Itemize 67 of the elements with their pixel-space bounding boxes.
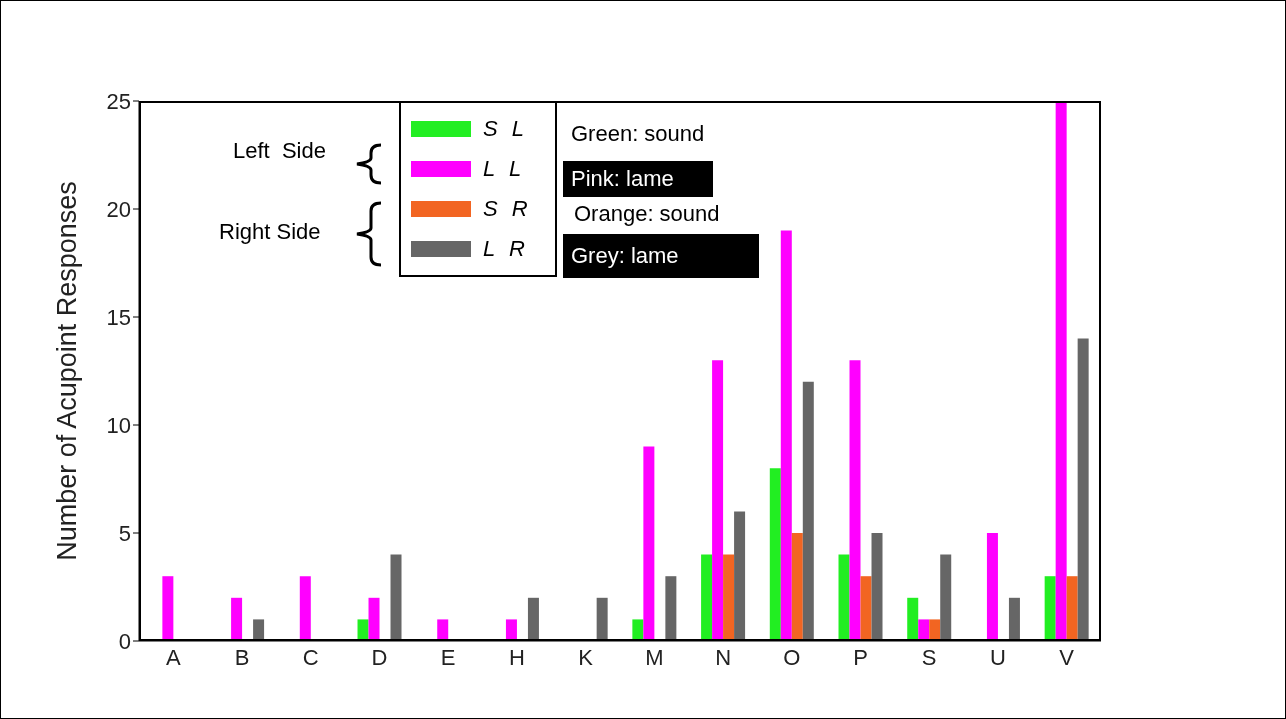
annotation: Pink: lame [570, 165, 674, 193]
x-tick-label: V [1059, 644, 1075, 670]
bar [986, 533, 998, 641]
bar [1044, 576, 1056, 641]
legend-label: L R [483, 236, 529, 262]
x-tick-label: H [508, 644, 525, 670]
annotation: Left Side [233, 138, 326, 164]
x-tick-label: D [371, 644, 388, 670]
y-tick-label: 25 [106, 88, 131, 114]
bar [357, 619, 369, 641]
y-tick-label: 5 [118, 520, 131, 546]
bar [838, 554, 850, 641]
bar [596, 597, 608, 641]
y-tick-label: 20 [106, 196, 131, 222]
bar [791, 533, 803, 641]
x-tick-label: K [578, 644, 594, 670]
x-tick-label: A [166, 644, 182, 670]
bar [253, 619, 265, 641]
y-tick-label: 15 [106, 304, 131, 330]
bar [780, 230, 792, 641]
annotation: Grey: lame [570, 242, 679, 270]
bar [1055, 101, 1067, 641]
bar [231, 597, 243, 641]
annotation: Right Side [219, 219, 321, 245]
legend-label: S L [483, 116, 529, 142]
annotation: Green: sound [571, 121, 705, 147]
bar [918, 619, 930, 641]
bar [643, 446, 655, 641]
bar [802, 381, 814, 641]
bar [665, 576, 677, 641]
x-tick-label: P [853, 644, 868, 670]
bar [701, 554, 713, 641]
bar [299, 576, 311, 641]
bar [849, 360, 861, 641]
bar [929, 619, 941, 641]
x-tick-label: N [715, 644, 732, 670]
bar [527, 597, 539, 641]
bar [505, 619, 517, 641]
x-tick-label: B [234, 644, 250, 670]
bar [723, 554, 735, 641]
bar [734, 511, 746, 641]
annotation: Orange: sound [574, 201, 720, 227]
bar [1066, 576, 1078, 641]
bar [860, 576, 872, 641]
bar [712, 360, 724, 641]
x-tick-label: U [989, 644, 1006, 670]
bar [632, 619, 644, 641]
bar [871, 533, 883, 641]
x-tick-label: O [783, 644, 801, 670]
legend-label: S R [483, 196, 532, 222]
bar [1077, 338, 1089, 641]
bar [907, 597, 919, 641]
x-tick-label: C [302, 644, 319, 670]
bar [1008, 597, 1020, 641]
bar [769, 468, 781, 641]
legend-label: L L [483, 156, 526, 182]
y-tick-label: 10 [106, 412, 131, 438]
bar [940, 554, 952, 641]
x-tick-label: E [440, 644, 456, 670]
x-tick-label: M [645, 644, 664, 670]
y-tick-label: 0 [118, 628, 131, 654]
bar [437, 619, 449, 641]
bar [390, 554, 402, 641]
y-axis-title: Number of Acupoint Responses [51, 181, 82, 561]
x-tick-label: S [921, 644, 937, 670]
bar [162, 576, 174, 641]
bar [368, 597, 380, 641]
